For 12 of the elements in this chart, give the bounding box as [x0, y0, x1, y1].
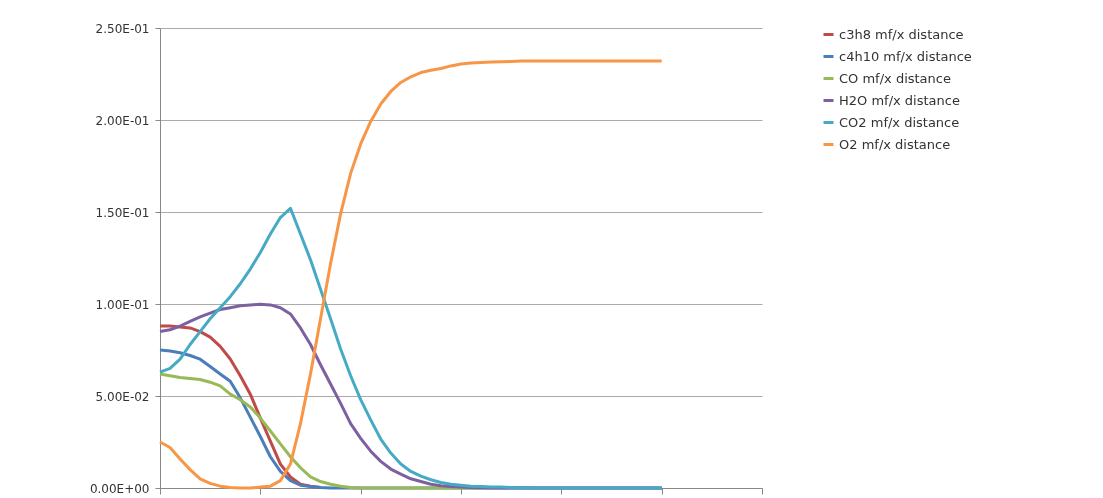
legend-label: c3h8 mf/x distance [839, 26, 964, 42]
legend-label: H2O mf/x distance [839, 92, 960, 108]
y-tick-label: 2.00E-01 [95, 113, 150, 128]
y-tick-label: 1.00E-01 [95, 297, 150, 312]
legend-label: c4h10 mf/x distance [839, 48, 972, 64]
y-tick-label: 2.50E-01 [95, 21, 150, 36]
y-tick-label: 5.00E-02 [95, 389, 150, 404]
legend-label: CO2 mf/x distance [839, 114, 960, 130]
legend-label: O2 mf/x distance [839, 136, 951, 152]
legend-label: CO mf/x distance [839, 70, 951, 86]
y-tick-label: 1.50E-01 [95, 205, 150, 220]
y-tick-label: 0.00E+00 [89, 481, 150, 496]
